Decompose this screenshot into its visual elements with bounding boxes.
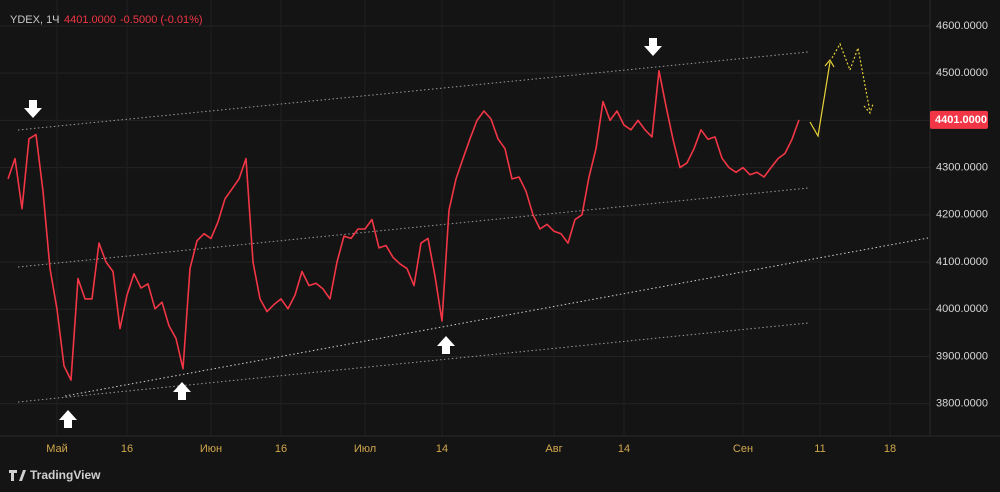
- trend-lines: [17, 51, 929, 403]
- logo-icon: [9, 470, 26, 481]
- forecast-dotted-head: [863, 103, 874, 115]
- y-tick-label: 4200.0000: [936, 209, 988, 221]
- x-tick-label: 14: [436, 443, 448, 455]
- x-tick-label: Сен: [733, 443, 753, 455]
- x-tick-label: 16: [121, 443, 133, 455]
- x-tick-label: Авг: [545, 443, 562, 455]
- y-tick-label: 3900.0000: [936, 350, 988, 362]
- brand: TradingView: [30, 468, 101, 482]
- forecast-arrowhead: [824, 58, 835, 68]
- x-tick-label: 18: [884, 443, 896, 455]
- x-tick-label: 14: [618, 443, 630, 455]
- plot: [7, 70, 800, 381]
- y-tick-label: 4300.0000: [936, 162, 988, 174]
- grid: [0, 0, 930, 436]
- y-tick-label: 4000.0000: [936, 303, 988, 315]
- y-tick-label: 3800.0000: [936, 398, 988, 410]
- arrows: [24, 38, 662, 428]
- arrow-down: [644, 38, 662, 56]
- forecast: [809, 42, 874, 138]
- x-tick-label: Июл: [354, 443, 376, 455]
- x-tick-label: Июн: [200, 443, 222, 455]
- y-tick-label: 4500.0000: [936, 67, 988, 79]
- y-tick-label: 4600.0000: [936, 20, 988, 32]
- forecast-dotted: [831, 42, 871, 113]
- arrow-up: [437, 336, 455, 354]
- channel-top: [17, 51, 809, 131]
- price-line: [7, 70, 800, 381]
- price: 4401.0000: [64, 14, 116, 26]
- x-tick-label: 16: [275, 443, 287, 455]
- arrow-down: [24, 100, 42, 118]
- change: -0.5000 (-0.01%): [120, 14, 203, 26]
- x-tick-label: Май: [46, 443, 68, 455]
- y-tick-label: 4100.0000: [936, 256, 988, 268]
- arrow-up: [173, 382, 191, 400]
- price-tag: [930, 110, 988, 129]
- symbol: YDEX, 1Ч: [10, 14, 60, 26]
- logo: TradingView: [9, 468, 101, 482]
- channel-bottom: [17, 322, 809, 403]
- channel-middle: [17, 187, 809, 268]
- arrow-up: [59, 410, 77, 428]
- x-tick-label: 11: [814, 443, 825, 455]
- forecast-solid: [809, 61, 831, 138]
- price-tag-label: 4401.0000: [935, 114, 987, 126]
- axes: 3800.0000 3900.0000 4000.0000 4100.0000 4200…: [46, 20, 988, 455]
